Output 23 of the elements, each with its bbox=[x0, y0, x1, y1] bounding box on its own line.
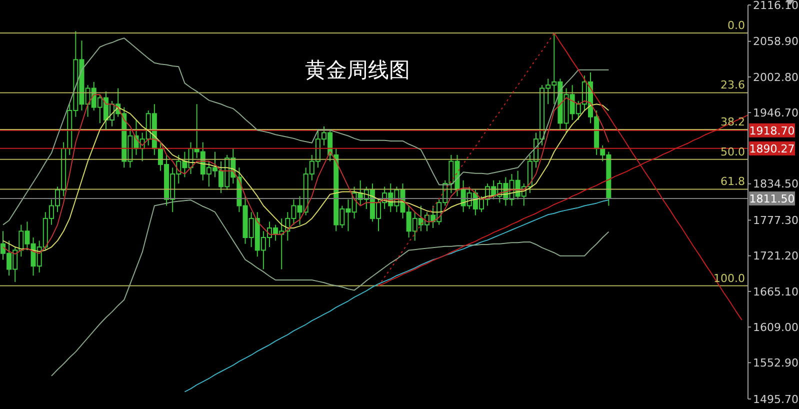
y-tick-label: 1609.00 bbox=[753, 320, 798, 334]
annotation: 0.0 bbox=[728, 19, 745, 32]
ref-line-label: 1811.50 bbox=[749, 192, 795, 206]
y-tick-label: 1665.10 bbox=[753, 285, 798, 298]
annotation: 100.0 bbox=[714, 272, 745, 285]
ref-line-label: 1918.70 bbox=[749, 124, 795, 138]
y-tick-label: 1495.70 bbox=[753, 392, 798, 406]
line-series bbox=[50, 200, 610, 376]
annotation: 50.0 bbox=[720, 145, 745, 158]
annotation: 23.6 bbox=[720, 78, 745, 92]
line-series bbox=[2, 38, 610, 226]
y-tick-label: 1777.30 bbox=[753, 214, 798, 228]
y-tick-label: 1552.90 bbox=[753, 356, 798, 370]
y-tick-label: 2058.90 bbox=[753, 35, 798, 48]
y-tick-label: 1834.50 bbox=[753, 178, 798, 191]
y-tick-label: 1946.70 bbox=[753, 106, 798, 120]
line-series bbox=[184, 200, 610, 392]
text: 黄金周线图 bbox=[305, 57, 410, 84]
y-tick-label: 2116.10 bbox=[753, 0, 798, 12]
annotation: 61.8 bbox=[720, 175, 745, 188]
ref-line-label: 1890.27 bbox=[749, 142, 795, 156]
y-tick-label: 2002.80 bbox=[753, 70, 798, 84]
y-tick-label: 1721.20 bbox=[753, 250, 798, 263]
